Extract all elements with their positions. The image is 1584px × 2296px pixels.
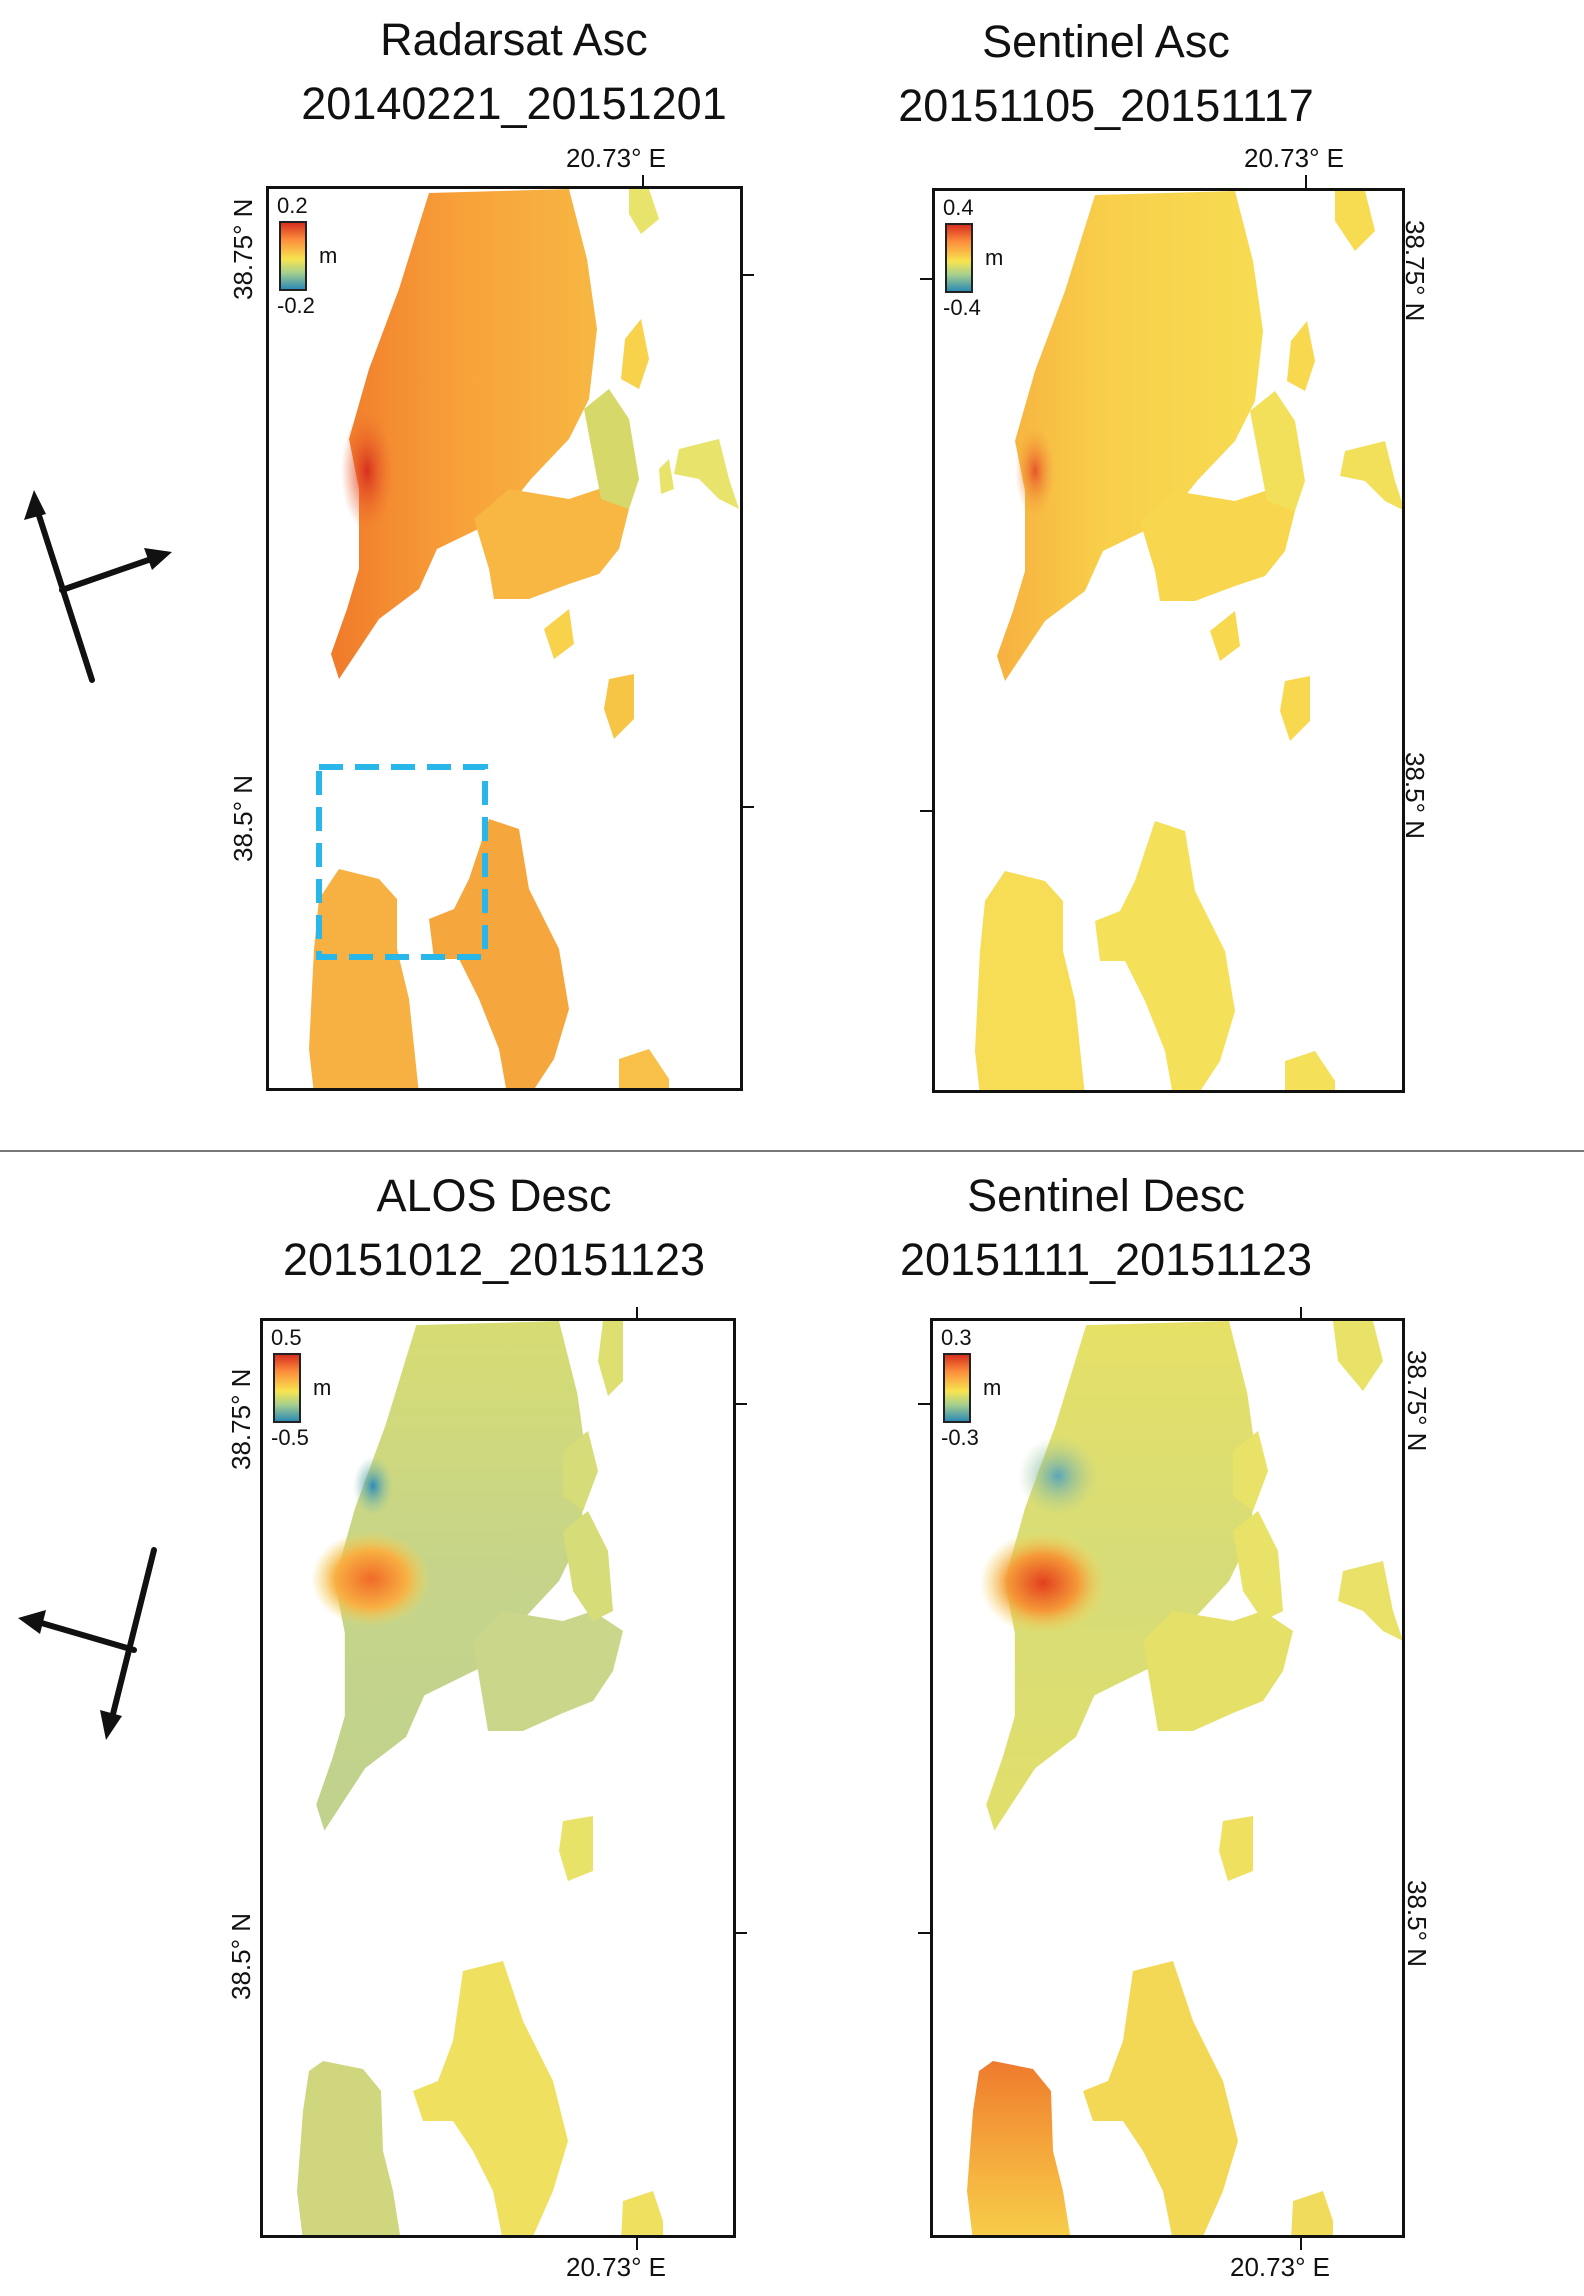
map-panel-sentinel-asc: 0.4 m -0.4 [932, 188, 1405, 1093]
legend-min: -0.3 [941, 1425, 979, 1451]
subsidence-spot [353, 1456, 393, 1516]
lat-label-bottom: 38.5° N [226, 1913, 257, 2000]
island-kefalonia [309, 869, 419, 1091]
panel-title: Radarsat Asc 20140221_20151201 [234, 8, 794, 136]
date-range: 20151012_20151123 [214, 1228, 774, 1292]
lon-tick [1305, 175, 1307, 189]
legend-max: 0.3 [941, 1325, 972, 1351]
panel-title: Sentinel Desc 20151111_20151123 [826, 1164, 1386, 1292]
legend-unit: m [313, 1375, 331, 1401]
panel-title: Sentinel Asc 20151105_20151117 [826, 10, 1386, 138]
lat-label-bottom: 38.5° N [228, 775, 259, 862]
legend-min: -0.2 [277, 293, 315, 319]
displacement-hotspot [1015, 426, 1055, 516]
date-range: 20140221_20151201 [234, 72, 794, 136]
satellite-track: Sentinel Asc [826, 10, 1386, 74]
legend-unit: m [983, 1375, 1001, 1401]
panel-title: ALOS Desc 20151012_20151123 [214, 1164, 774, 1292]
legend-min: -0.5 [271, 1425, 309, 1451]
map-panel-sentinel-desc: 0.3 m -0.3 [930, 1318, 1405, 2238]
displacement-hotspot [341, 411, 393, 531]
colorbar [943, 1353, 971, 1423]
lon-tick [1300, 2236, 1302, 2250]
legend-max: 0.2 [277, 193, 308, 219]
colorbar-legend: 0.4 m -0.4 [943, 195, 1033, 335]
lat-label-bottom: 38.5° N [1401, 1880, 1432, 1967]
colorbar-legend: 0.3 m -0.3 [941, 1325, 1031, 1465]
displacement-hotspot [979, 1531, 1107, 1635]
lon-label-bottom: 20.73° E [1230, 2252, 1330, 2283]
colorbar-legend: 0.5 m -0.5 [271, 1325, 361, 1465]
lon-label-top: 20.73° E [566, 143, 666, 174]
section-divider [0, 1150, 1584, 1152]
legend-max: 0.5 [271, 1325, 302, 1351]
island-kefalonia [967, 2061, 1071, 2238]
displacement-hotspot [311, 1531, 431, 1627]
lat-label-top: 38.75° N [1401, 1350, 1432, 1451]
satellite-track: Radarsat Asc [234, 8, 794, 72]
colorbar-legend: 0.2 m -0.2 [277, 193, 367, 333]
date-range: 20151111_20151123 [826, 1228, 1386, 1292]
descending-look-direction-icon [10, 1540, 190, 1760]
lat-label-top: 38.75° N [226, 1369, 257, 1470]
colorbar [279, 221, 307, 291]
satellite-track: Sentinel Desc [826, 1164, 1386, 1228]
lon-tick [636, 2236, 638, 2250]
colorbar [273, 1353, 301, 1423]
map-panel-radarsat-asc: 0.2 m -0.2 [266, 186, 743, 1091]
lon-label-bottom: 20.73° E [566, 2252, 666, 2283]
legend-min: -0.4 [943, 295, 981, 321]
legend-unit: m [985, 245, 1003, 271]
date-range: 20151105_20151117 [826, 74, 1386, 138]
satellite-track: ALOS Desc [214, 1164, 774, 1228]
lat-label-top: 38.75° N [228, 199, 259, 300]
legend-unit: m [319, 243, 337, 269]
legend-max: 0.4 [943, 195, 974, 221]
map-panel-alos-desc: 0.5 m -0.5 [260, 1318, 736, 2238]
ascending-look-direction-icon [10, 490, 190, 690]
lon-label-top: 20.73° E [1244, 143, 1344, 174]
colorbar [945, 223, 973, 293]
